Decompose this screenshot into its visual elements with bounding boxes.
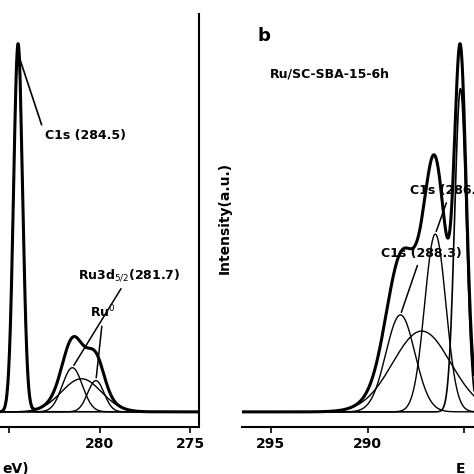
Text: Ru3d$_{5/2}$(281.7): Ru3d$_{5/2}$(281.7) [74,268,180,365]
Text: E: E [456,462,465,474]
Text: b: b [258,27,271,45]
Text: C1s (286.5): C1s (286.5) [410,184,474,231]
Text: C1s (284.5): C1s (284.5) [18,54,126,142]
Text: Intensity(a.u.): Intensity(a.u.) [218,162,232,274]
Text: C1s (288.3): C1s (288.3) [381,247,462,312]
Text: Ru/SC-SBA-15-6h: Ru/SC-SBA-15-6h [270,68,390,81]
Text: Ru$^0$: Ru$^0$ [91,304,116,378]
Text: eV): eV) [2,462,28,474]
